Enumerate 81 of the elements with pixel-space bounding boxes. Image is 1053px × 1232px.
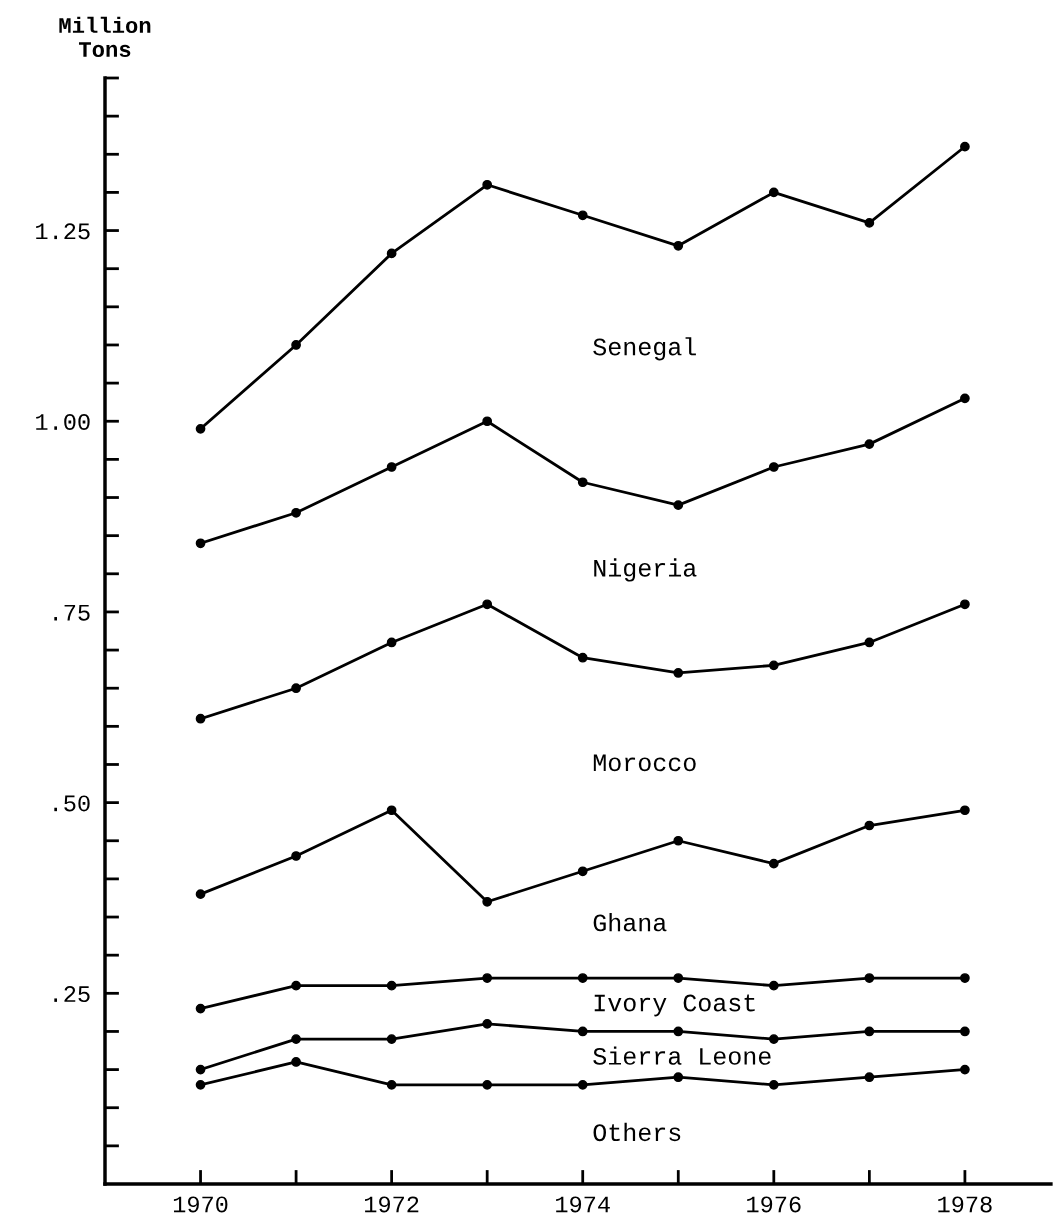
y-tick-label: .50 (54, 795, 90, 812)
point (864, 637, 875, 648)
point (195, 538, 206, 549)
point (195, 1079, 206, 1090)
point (577, 973, 588, 983)
point (864, 1072, 875, 1083)
point (291, 1057, 301, 1067)
point (960, 1026, 970, 1037)
point (960, 393, 970, 404)
x-tick-label: 1972 (365, 1196, 419, 1213)
point (482, 1079, 493, 1090)
x-tick-label: 1976 (747, 1196, 801, 1213)
point (768, 1079, 779, 1090)
point (482, 973, 493, 983)
point (864, 973, 875, 983)
annotation: Ivory Coast (594, 994, 755, 1017)
annotation: Ghana (593, 913, 667, 932)
point (386, 462, 397, 472)
point (386, 1079, 397, 1090)
point (482, 179, 493, 190)
point (673, 1026, 684, 1037)
point (960, 1064, 970, 1075)
x-tick-label: 1970 (173, 1196, 228, 1213)
y-axis-title: Million Tons (59, 16, 151, 58)
point (195, 713, 206, 724)
point (291, 683, 301, 694)
point (291, 340, 301, 350)
point (768, 187, 779, 198)
point (195, 1003, 206, 1014)
point (482, 896, 493, 907)
point (864, 820, 875, 831)
point (482, 416, 493, 427)
annotation: Sierra Leone (593, 1046, 771, 1065)
point (673, 500, 684, 511)
point (864, 218, 875, 228)
point (673, 1072, 684, 1083)
point (291, 851, 301, 861)
point (386, 637, 397, 648)
y-tick-label: .75 (54, 604, 90, 621)
point (386, 248, 397, 259)
point (960, 599, 970, 610)
point (386, 805, 397, 816)
point (577, 1026, 588, 1037)
x-tick-label: 1978 (938, 1196, 992, 1213)
point (960, 805, 970, 816)
point (673, 668, 684, 678)
point (960, 141, 970, 152)
point (673, 835, 684, 846)
point (577, 477, 588, 488)
annotation: Nigeria (594, 558, 697, 582)
annotation: Morocco (593, 754, 696, 772)
point (768, 462, 779, 472)
point (291, 507, 301, 518)
point (960, 973, 970, 983)
point (386, 980, 397, 991)
point (577, 652, 588, 663)
point (195, 889, 206, 900)
point (577, 866, 588, 877)
point (482, 599, 493, 610)
point (768, 980, 779, 991)
point (195, 1064, 206, 1075)
point (291, 980, 301, 991)
annotation: Others (593, 1122, 681, 1142)
point (864, 1026, 875, 1037)
point (386, 1034, 397, 1044)
point (482, 1018, 493, 1029)
point (195, 424, 206, 434)
point (768, 660, 779, 671)
point (577, 210, 588, 221)
point (864, 439, 875, 449)
point (291, 1034, 301, 1044)
y-tick-label: 1.00 (36, 414, 90, 431)
point (673, 973, 684, 983)
point (768, 1034, 779, 1044)
point (577, 1079, 588, 1090)
y-tick-label: .25 (54, 986, 90, 1003)
point (673, 240, 684, 251)
annotation: Senegal (593, 337, 696, 361)
point (768, 858, 779, 869)
y-tick-label: 1.25 (36, 223, 90, 240)
x-tick-label: 1974 (556, 1196, 610, 1213)
